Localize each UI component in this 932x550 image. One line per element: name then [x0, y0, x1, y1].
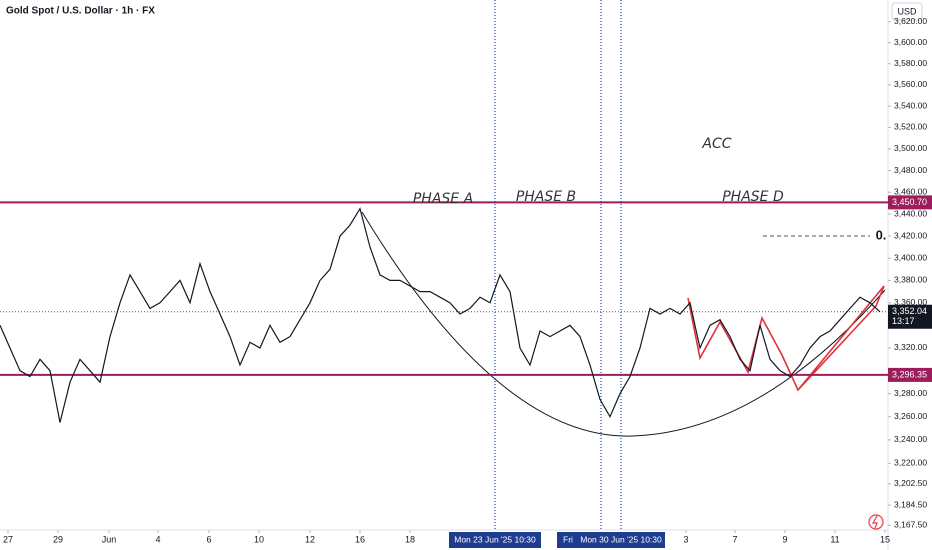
y-tick-label: 3,520.00 — [894, 122, 927, 132]
x-tick-label: 27 — [3, 534, 13, 544]
y-tick-label: 3,320.00 — [894, 342, 927, 352]
last-price-label: 3,352.04 — [892, 306, 927, 316]
y-tick-label: 3,167.50 — [894, 519, 927, 529]
price-line — [0, 207, 881, 423]
x-tick-label: 12 — [305, 534, 315, 544]
x-tick-label: 29 — [53, 534, 63, 544]
time-marker-box — [577, 532, 665, 548]
x-tick-label: 4 — [155, 534, 160, 544]
y-tick-label: 3,480.00 — [894, 165, 927, 175]
currency: USD — [897, 6, 917, 16]
y-tick-label: 3,220.00 — [894, 458, 927, 468]
price-level-box — [888, 367, 932, 382]
annotation: PHASE D — [722, 189, 784, 205]
time-marker-label: Mon 23 Jun '25 10:30 — [454, 534, 536, 544]
time-marker-label: Fri — [563, 534, 573, 544]
annotation: PHASE A — [413, 191, 473, 207]
y-tick-label: 3,580.00 — [894, 58, 927, 68]
y-tick-label: 3,600.00 — [894, 37, 927, 47]
price-level-label: 3,296.35 — [892, 369, 927, 379]
time-marker-label: Mon 30 Jun '25 10:30 — [580, 534, 662, 544]
y-tick-label: 3,260.00 — [894, 411, 927, 421]
annotation: 0. — [876, 227, 887, 242]
y-tick-label: 3,420.00 — [894, 230, 927, 240]
y-tick-label: 3,360.00 — [894, 297, 927, 307]
x-tick-label: 9 — [782, 534, 787, 544]
zigzag-drawing — [687, 285, 885, 392]
x-tick-label: 10 — [254, 534, 264, 544]
y-tick-label: 3,540.00 — [894, 100, 927, 110]
price-level-label: 3,450.70 — [892, 197, 927, 207]
y-tick-label: 3,500.00 — [894, 143, 927, 153]
annotation: PHASE B — [516, 189, 576, 205]
x-tick-label: 6 — [206, 534, 211, 544]
time-marker-box — [449, 532, 541, 548]
y-tick-label: 3,560.00 — [894, 79, 927, 89]
last-price-box — [888, 304, 932, 329]
y-tick-label: 3,380.00 — [894, 275, 927, 285]
cup-curve — [361, 211, 886, 437]
lightning-icon[interactable] — [868, 514, 884, 530]
x-tick-label: 11 — [830, 534, 839, 544]
x-tick-label: 18 — [405, 534, 415, 544]
y-tick-label: 3,240.00 — [894, 434, 927, 444]
chart-title: Gold Spot / U.S. Dollar · 1h · FX — [6, 6, 155, 17]
annotation: ACC — [701, 136, 731, 152]
x-tick-label: 7 — [732, 534, 737, 544]
price-level-box — [888, 195, 932, 210]
x-tick-label: 16 — [355, 534, 365, 544]
y-tick-label: 3,202.50 — [894, 478, 927, 488]
countdown: 13:17 — [892, 316, 915, 326]
y-tick-label: 3,620.00 — [894, 16, 927, 26]
x-tick-label: 3 — [683, 534, 688, 544]
y-tick-label: 3,184.50 — [894, 499, 927, 509]
x-tick-label: 15 — [880, 534, 890, 544]
x-tick-label: Jun — [102, 534, 117, 544]
y-tick-label: 3,400.00 — [894, 252, 927, 262]
y-tick-label: 3,460.00 — [894, 186, 927, 196]
time-marker-box — [557, 532, 579, 548]
currency-box[interactable] — [891, 2, 923, 21]
y-tick-label: 3,280.00 — [894, 388, 927, 398]
y-tick-label: 3,440.00 — [894, 208, 927, 218]
